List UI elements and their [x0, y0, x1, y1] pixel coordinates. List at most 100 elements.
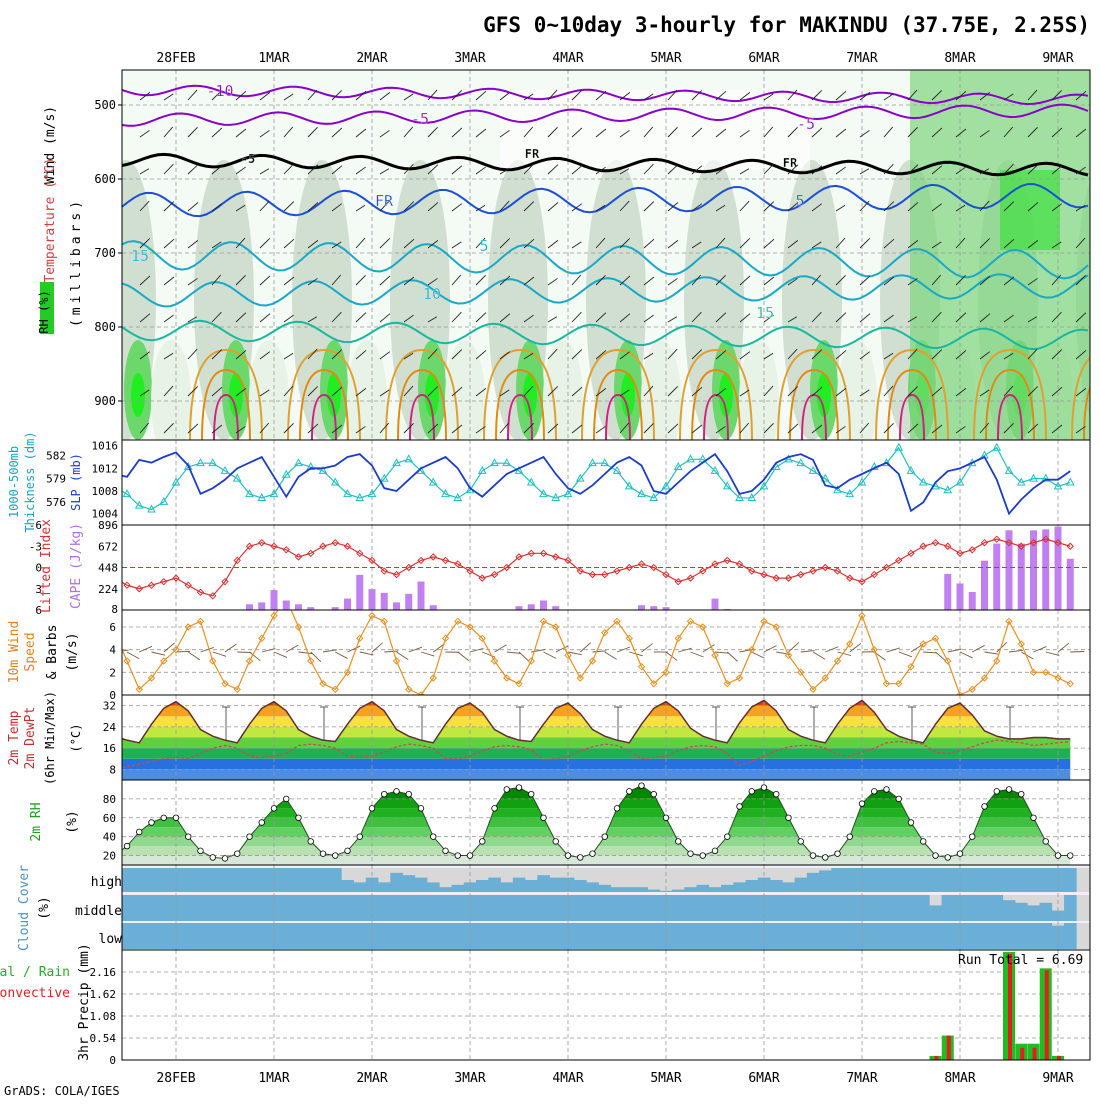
precip-tick-label: 2.16	[90, 966, 117, 979]
cloud-cover-high-bar	[354, 882, 367, 892]
cape-bar	[969, 592, 976, 610]
pressure-tick-label: 600	[94, 172, 116, 186]
rh-line-point	[332, 853, 338, 859]
rh-shading	[131, 373, 145, 417]
cape-bar	[540, 601, 547, 610]
cape-bar	[418, 582, 425, 610]
rh-line-point	[675, 839, 681, 845]
top-date-label: 7MAR	[846, 51, 877, 66]
precip-run-total: Run Total = 6.69	[958, 953, 1083, 968]
cloud-cover-middle-bar	[341, 895, 354, 921]
rh-line-point	[577, 855, 583, 861]
cape-bar	[271, 590, 278, 610]
bottom-date-label: 5MAR	[650, 1071, 681, 1086]
cape-bar	[638, 605, 645, 610]
cape-bar	[981, 561, 988, 610]
cloud-cover-low-bar	[733, 923, 746, 949]
cloud-cover-low-bar	[305, 923, 318, 949]
contour-label: 10	[423, 285, 441, 303]
cloud-cover-high-bar	[893, 868, 906, 892]
contour-label: 15	[756, 304, 774, 322]
cape-bar	[957, 583, 964, 610]
cloud-cover-low-bar	[795, 923, 808, 949]
cloud-cover-low-bar	[672, 923, 685, 949]
bottom-date-label: 2MAR	[356, 1071, 387, 1086]
cloud-cover-middle-bar	[1040, 903, 1053, 921]
cloud-cover-panel	[96, 865, 1090, 950]
cape-tick-label: 896	[98, 519, 118, 532]
cloud-cover-low-bar	[231, 923, 244, 949]
cloud-cover-low-bar	[182, 923, 195, 949]
rh-line-point	[712, 848, 718, 854]
cloud-cover-high-bar	[880, 868, 893, 892]
cloud-cover-middle-bar	[219, 895, 232, 921]
cloud-cover-high-bar	[194, 868, 207, 892]
rh-line-point	[737, 804, 743, 810]
rh-line-point	[590, 851, 596, 857]
cloud-cover-middle-bar	[991, 895, 1004, 921]
cloud-cover-high-bar	[133, 868, 146, 892]
cloud-cover-low-bar	[868, 923, 881, 949]
rh-line-point	[467, 853, 473, 859]
cloud-cover-high-bar	[182, 868, 195, 892]
cloud-cover-high-bar	[329, 868, 342, 892]
cloud-cover-high-bar	[292, 868, 305, 892]
precip-tick-label: 0.54	[90, 1032, 117, 1045]
cloud-cover-high-bar	[868, 868, 881, 892]
cloud-cover-middle-bar	[403, 895, 416, 921]
cloud-cover-low-bar	[1003, 923, 1016, 949]
contour-label: 5	[795, 192, 804, 210]
rh-line-point	[945, 855, 951, 861]
rh-line-point	[871, 789, 877, 795]
cloud-cover-middle-bar	[415, 895, 428, 921]
cape-ylabel-cape: CAPE (J/kg)	[69, 523, 84, 609]
cloud-cover-low-bar	[770, 923, 783, 949]
cloud-cover-middle-bar	[427, 895, 440, 921]
cloud-cover-high-bar	[207, 868, 220, 892]
lifted-index-line-point	[112, 575, 118, 581]
cloud-cover-middle-bar	[488, 895, 501, 921]
temp-tick-label: 16	[103, 742, 116, 755]
precip-convective-bar	[1020, 1048, 1024, 1060]
cloud-cover-middle-bar	[354, 895, 367, 921]
cloud-cover-high-bar	[1015, 868, 1028, 892]
temp-band	[122, 738, 1090, 749]
bottom-date-label: 1MAR	[258, 1071, 289, 1086]
cape-bar	[1018, 544, 1025, 610]
temp-band	[122, 769, 1090, 780]
rh-line-point	[700, 853, 706, 859]
contour-label: 15	[131, 247, 149, 265]
precip-convective-bar	[947, 1036, 951, 1060]
cape-bar	[246, 604, 253, 610]
cloud-cover-middle-bar	[1015, 903, 1028, 921]
cloud-cover-low-bar	[991, 923, 1004, 949]
top-date-label: 8MAR	[944, 51, 975, 66]
cape-bar	[283, 601, 290, 610]
wind-tick-label: 6	[109, 621, 116, 634]
cloud-cover-low-bar	[782, 923, 795, 949]
cloud-cover-middle-bar	[942, 895, 955, 921]
cloud-cover-high-bar	[819, 870, 832, 892]
rh-shading	[1000, 170, 1060, 250]
cloud-cover-high-bar	[488, 878, 501, 892]
contour-label: FR	[375, 192, 394, 210]
wind-ylabel-c: & Barbs	[45, 625, 60, 680]
cloud-cover-high-bar	[403, 875, 416, 892]
cloud-cover-high-bar	[574, 880, 587, 892]
rh-line-point	[198, 848, 204, 854]
rh-line-point	[835, 851, 841, 857]
cloud-level-high: high	[91, 875, 122, 890]
rh-line-point	[639, 783, 645, 789]
temp-tick-label: 24	[103, 721, 117, 734]
slp-ylabel-a: 1000-500mb	[7, 446, 21, 518]
upper-ylabel-temperature: Temperature (°C)	[43, 157, 58, 282]
cloud-cover-low-bar	[978, 923, 991, 949]
cloud-cover-high-bar	[439, 887, 452, 892]
cloud-cover-high-bar	[770, 880, 783, 892]
rh-line-point	[1018, 791, 1024, 797]
cloud-cover-high-bar	[525, 880, 538, 892]
cape-ylabel-li: Lifted Index	[39, 519, 54, 613]
rh-line-point	[957, 851, 963, 857]
rh-line-point	[982, 804, 988, 810]
